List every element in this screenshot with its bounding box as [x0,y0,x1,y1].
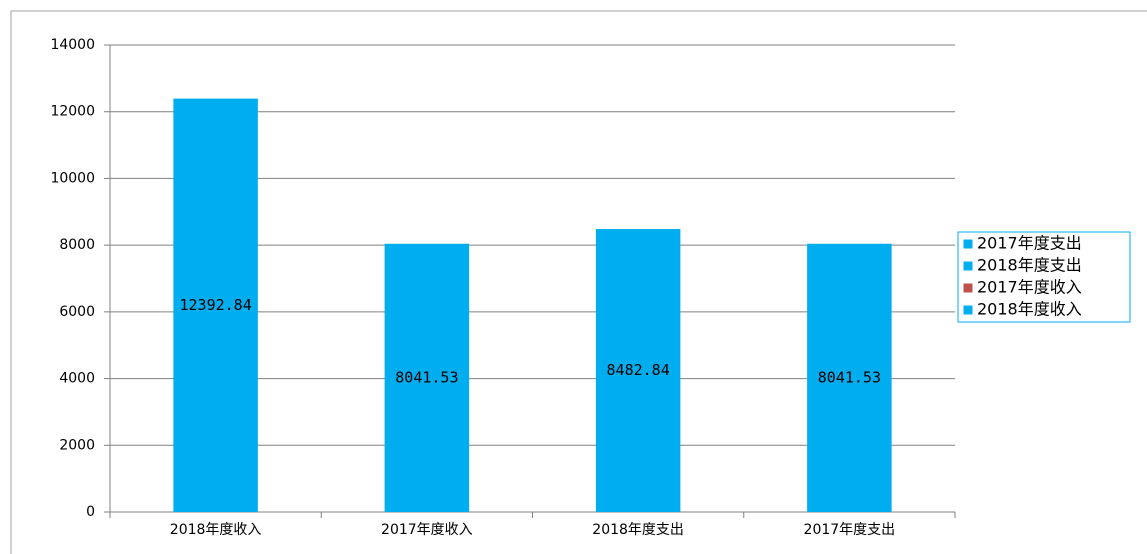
data-label: 12392.84 [180,296,252,314]
y-tick-label: 0 [86,504,95,520]
data-label: 8482.84 [607,361,670,379]
y-tick-label: 10000 [50,170,95,186]
x-tick-label: 2017年度收入 [381,522,473,538]
legend-label: 2018年度支出 [977,256,1082,275]
y-tick-label: 4000 [59,371,95,387]
legend-label: 2017年度收入 [977,278,1082,297]
legend-swatch [962,260,974,272]
legend-label: 2017年度支出 [977,234,1082,253]
y-tick-label: 8000 [59,237,95,253]
y-tick-label: 2000 [59,437,95,453]
data-label: 8041.53 [395,368,458,386]
legend-label: 2018年度收入 [977,300,1082,319]
legend-swatch [962,282,974,294]
x-tick-label: 2017年度支出 [804,522,896,538]
legend-box [957,231,1131,323]
y-tick-label: 6000 [59,304,95,320]
x-tick-label: 2018年度收入 [170,522,262,538]
bar [595,229,681,513]
legend-swatch [962,304,974,316]
bar [807,243,892,512]
bar [173,98,258,513]
y-tick-label: 12000 [50,104,95,120]
y-tick-label: 14000 [50,37,95,53]
data-label: 8041.53 [818,368,881,386]
bar [384,243,470,512]
x-tick-label: 2018年度支出 [592,522,684,538]
chart-frame [10,10,1147,554]
legend-swatch [962,238,974,250]
